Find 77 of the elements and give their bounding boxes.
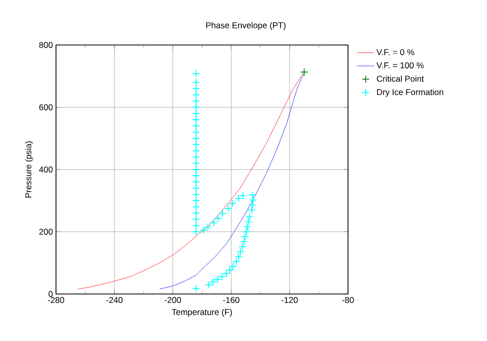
point	[192, 97, 200, 105]
y-axis-title: Pressure (psia)	[25, 141, 33, 198]
point	[300, 68, 308, 76]
point	[192, 110, 200, 118]
x-tick-label: -160	[223, 297, 240, 304]
point	[222, 270, 230, 278]
x-tick-label: -280	[48, 297, 64, 304]
point	[244, 218, 253, 226]
legend-label: Critical Point	[376, 76, 424, 82]
y-tick-label: 600	[39, 104, 53, 110]
point	[210, 218, 218, 227]
point	[192, 284, 200, 292]
point	[232, 258, 240, 266]
point	[218, 209, 226, 218]
point	[192, 190, 200, 198]
x-axis-title: Temperature (F)	[172, 308, 232, 317]
y-tick-label: 0	[48, 291, 53, 297]
point	[218, 272, 226, 281]
x-tick-label: -240	[106, 297, 123, 304]
point	[192, 202, 200, 211]
point	[192, 78, 200, 86]
legend-label: V.F. = 100 %	[376, 62, 424, 68]
point	[246, 212, 254, 221]
x-tick-label: -80	[342, 297, 354, 304]
point	[240, 232, 249, 241]
y-tick-label: 400	[39, 166, 53, 172]
point	[192, 178, 200, 186]
point	[192, 184, 200, 192]
point	[192, 228, 200, 236]
y-tick-label: 800	[39, 42, 53, 48]
point	[224, 204, 232, 212]
point	[200, 226, 208, 234]
point	[192, 166, 200, 174]
point	[214, 214, 222, 222]
point	[209, 278, 218, 286]
point	[192, 140, 200, 149]
point	[192, 134, 200, 142]
point	[192, 172, 200, 180]
point	[229, 262, 237, 271]
point	[192, 215, 200, 224]
point	[204, 222, 212, 231]
point	[192, 196, 200, 205]
point	[192, 70, 200, 78]
point	[192, 84, 200, 93]
point	[249, 196, 258, 204]
point	[228, 199, 237, 208]
point	[234, 252, 243, 261]
legend-label: V.F. = 0 %	[376, 49, 414, 56]
point	[192, 103, 200, 112]
point	[192, 122, 200, 130]
legend-label: Dry Ice Formation	[377, 88, 444, 97]
point	[236, 248, 244, 256]
point	[192, 209, 200, 218]
point	[214, 275, 222, 284]
point	[248, 191, 256, 199]
point	[192, 128, 200, 136]
chart-title: Phase Envelope (PT)	[206, 22, 286, 30]
point	[192, 153, 200, 161]
point	[192, 222, 200, 230]
point	[192, 159, 200, 168]
line-series	[78, 73, 303, 290]
point	[248, 201, 256, 209]
point	[242, 228, 250, 236]
x-tick-label: -200	[164, 297, 181, 304]
x-tick-label: -120	[282, 297, 298, 304]
point	[226, 266, 234, 274]
point	[238, 192, 247, 200]
point	[192, 116, 200, 124]
point	[240, 238, 248, 246]
point	[238, 242, 246, 251]
point	[192, 90, 200, 99]
y-tick-label: 200	[39, 228, 53, 235]
point	[192, 146, 200, 155]
point	[204, 281, 213, 289]
point	[243, 222, 252, 231]
point	[248, 206, 256, 214]
point	[234, 194, 242, 202]
